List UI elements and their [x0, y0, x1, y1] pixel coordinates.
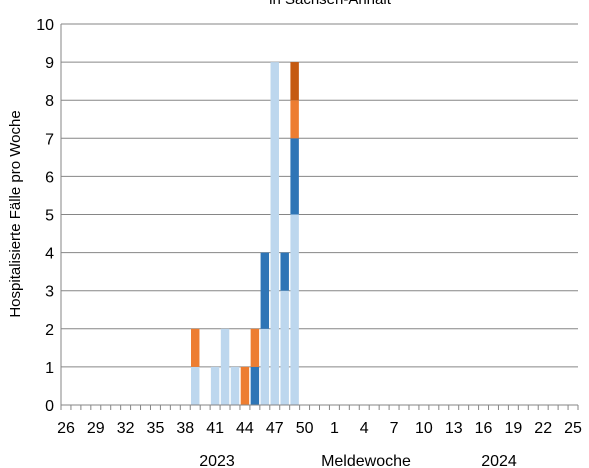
year-label-2023: 2023 [199, 453, 235, 468]
bar-segment [250, 328, 260, 367]
x-tick-label: 50 [296, 420, 314, 437]
bar-segment [290, 214, 299, 405]
x-tick-label: 38 [176, 420, 194, 437]
y-tick-label: 1 [45, 360, 54, 377]
bar-segment [280, 290, 289, 405]
x-tick-label: 19 [504, 420, 522, 437]
bar-segment [290, 138, 299, 215]
x-tick-label: 41 [206, 420, 224, 437]
y-axis-title: Hospitalisierte Fälle pro Woche [7, 110, 24, 317]
y-tick-label: 7 [45, 131, 54, 148]
bar-segment [220, 328, 230, 405]
x-tick-label: 1 [330, 420, 339, 437]
bar-segment [191, 328, 200, 367]
y-tick-labels: 0 1 2 3 4 5 6 7 8 9 10 [36, 17, 54, 415]
x-tick-label: 10 [415, 420, 433, 437]
y-tick-label: 0 [45, 398, 54, 415]
year-label-2024: 2024 [481, 453, 517, 468]
y-tick-label: 6 [45, 169, 54, 186]
x-tick-label: 44 [236, 420, 254, 437]
bar-segment [270, 62, 279, 405]
x-tick-label: 35 [147, 420, 165, 437]
y-tick-label: 10 [36, 17, 54, 34]
x-tick-label: 22 [534, 420, 552, 437]
chart-title: in Sachsen-Anhalt [269, 0, 392, 8]
bar-segment [280, 252, 289, 291]
bars [191, 62, 299, 405]
x-tick-label: 16 [475, 420, 493, 437]
bar-segment [210, 366, 220, 405]
y-tick-label: 8 [45, 93, 54, 110]
x-tick-label: 32 [117, 420, 135, 437]
bar-segment [230, 366, 240, 405]
bar-segment [290, 100, 299, 139]
y-tick-label: 9 [45, 55, 54, 72]
bar-segment [290, 62, 299, 101]
x-tick-label: 7 [390, 420, 399, 437]
bar-segment [250, 366, 260, 405]
x-tick-label: 26 [57, 420, 75, 437]
y-tick-label: 3 [45, 284, 54, 301]
x-tick-labels: 26 29 32 35 38 41 44 47 50 1 4 7 10 13 16 19 22 25 [57, 420, 582, 437]
x-ticks [60, 405, 579, 410]
x-tick-label: 25 [564, 420, 582, 437]
bar-segment [260, 328, 270, 405]
x-axis-title: Meldewoche [321, 453, 411, 468]
y-tick-label: 2 [45, 322, 54, 339]
y-tick-label: 4 [45, 246, 54, 263]
x-tick-label: 4 [360, 420, 369, 437]
x-tick-label: 47 [266, 420, 284, 437]
x-tick-label: 29 [87, 420, 105, 437]
bar-segment [240, 366, 250, 405]
gridlines [61, 23, 578, 368]
x-tick-label: 13 [445, 420, 463, 437]
bar-segment [260, 252, 270, 329]
bar-segment [191, 366, 200, 405]
y-tick-label: 5 [45, 208, 54, 225]
